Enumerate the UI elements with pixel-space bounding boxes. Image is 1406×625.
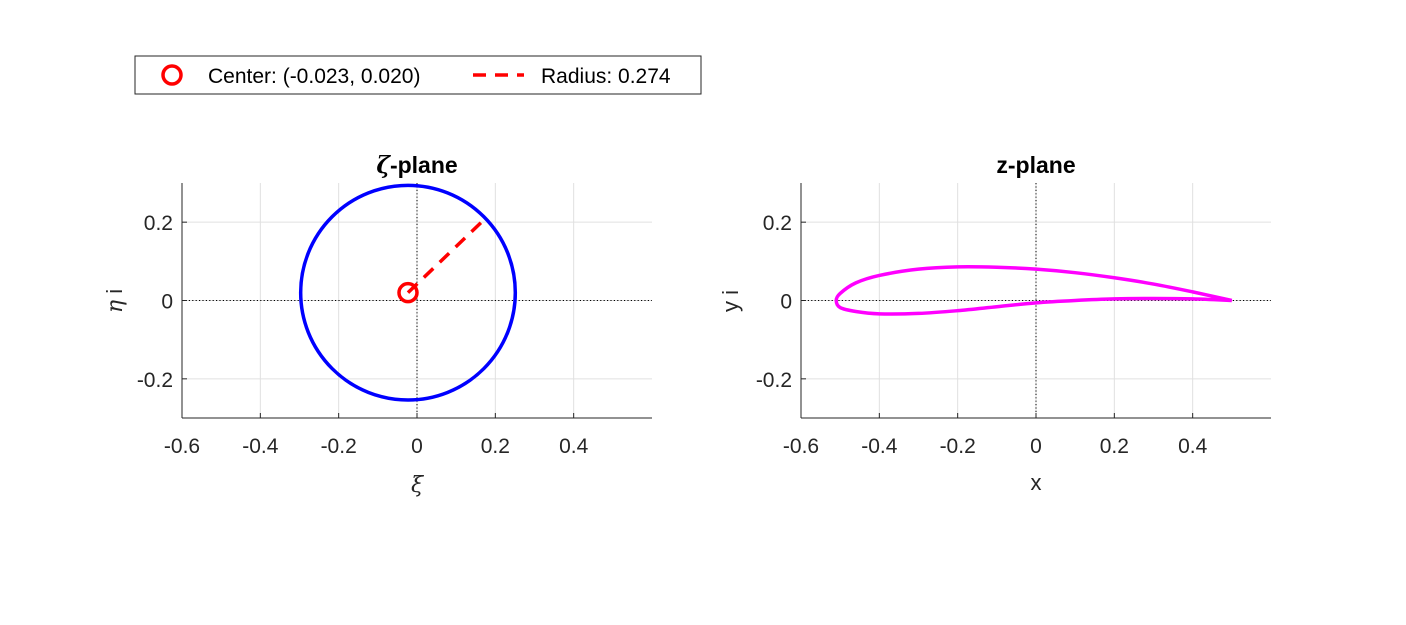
x-tick-label: -0.6 (164, 435, 200, 458)
x-tick-label: 0.2 (1100, 435, 1129, 458)
x-tick-label: 0 (411, 435, 423, 458)
x-tick-label: 0.4 (1178, 435, 1208, 458)
zeta-plane-xlabel: ξ (411, 473, 425, 498)
legend-center-label: Center: (-0.023, 0.020) (208, 65, 420, 88)
x-tick-label: -0.4 (861, 435, 898, 458)
x-tick-label: 0 (1030, 435, 1042, 458)
x-tick-label: -0.4 (242, 435, 279, 458)
z-plane-ticks: -0.6 -0.4 -0.2 0 0.2 0.4 -0.2 0 0.2 (756, 212, 1208, 458)
y-tick-label: -0.2 (756, 369, 792, 392)
x-tick-label: -0.2 (321, 435, 357, 458)
radius-line (406, 216, 487, 294)
legend-radius-label: Radius: 0.274 (541, 65, 671, 88)
y-tick-label: 0 (161, 291, 173, 314)
zeta-plane-data (298, 183, 518, 402)
legend: Center: (-0.023, 0.020) Radius: 0.274 (134, 55, 702, 95)
y-tick-label: -0.2 (137, 369, 173, 392)
zeta-plane-title: ζ-plane (376, 152, 457, 179)
z-plane-ylabel: y i (718, 290, 743, 312)
x-tick-label: -0.6 (783, 435, 819, 458)
x-tick-label: -0.2 (940, 435, 976, 458)
center-marker (397, 281, 419, 304)
y-tick-label: 0.2 (763, 212, 792, 235)
zeta-plane-zero-lines (182, 183, 652, 418)
y-tick-label: 0 (780, 291, 792, 314)
zeta-plane-ylabel: η i (102, 289, 128, 313)
y-tick-label: 0.2 (144, 212, 173, 235)
airfoil-curve (834, 264, 1233, 316)
x-tick-label: 0.2 (481, 435, 510, 458)
legend-center-marker-icon (161, 64, 183, 86)
z-plane-axes: z-plane -0.6 -0.4 -0.2 0 0.2 0.4 -0.2 0 0.2 x y … (718, 152, 1271, 495)
z-plane-data (834, 264, 1233, 316)
legend-box (134, 55, 702, 95)
z-plane-title: z-plane (996, 152, 1075, 178)
zeta-plane-ticks: -0.6 -0.4 -0.2 0 0.2 0.4 -0.2 0 0.2 (137, 212, 589, 458)
x-tick-label: 0.4 (559, 435, 589, 458)
z-plane-xlabel: x (1031, 470, 1042, 495)
zeta-plane-axes: ζ-plane -0.6 -0.4 -0.2 0 0.2 0.4 -0.2 0 0.2 ξ η … (102, 152, 652, 498)
circle-curve (298, 183, 518, 402)
